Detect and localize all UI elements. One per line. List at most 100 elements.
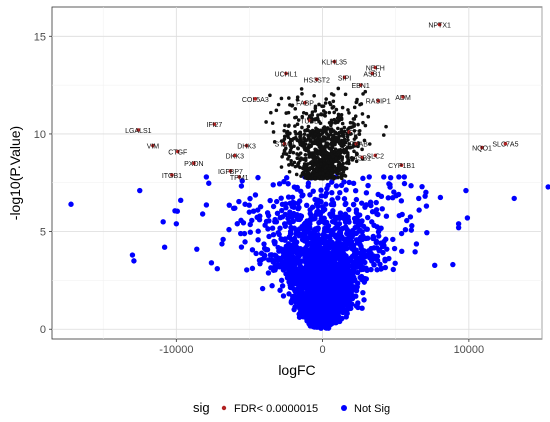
sig-point (299, 174, 303, 178)
not-sig-point (292, 242, 299, 248)
sig-point (363, 89, 368, 94)
not-sig-point (288, 224, 294, 231)
sig-point (298, 142, 303, 147)
sig-point (317, 102, 321, 107)
not-sig-point (327, 256, 333, 263)
gene-label: CTGF (168, 150, 187, 157)
sig-point (283, 123, 287, 128)
not-sig-point (203, 202, 210, 208)
sig-point (192, 161, 196, 166)
sig-point (320, 145, 325, 150)
not-sig-point (323, 190, 330, 197)
not-sig-point (545, 184, 550, 190)
sig-point (299, 138, 303, 142)
not-sig-point (129, 252, 136, 258)
sig-point (323, 166, 327, 170)
not-sig-points (68, 174, 550, 331)
sig-point (313, 176, 317, 180)
not-sig-point (287, 200, 293, 206)
not-sig-point (346, 206, 352, 213)
sig-point (288, 103, 292, 107)
not-sig-point (322, 298, 329, 304)
not-sig-point (353, 293, 359, 299)
sig-point (313, 150, 317, 154)
not-sig-point (331, 315, 338, 321)
x-tick-label: -10000 (159, 344, 193, 356)
not-sig-point (329, 179, 335, 185)
sig-point (322, 125, 327, 129)
not-sig-point (312, 196, 318, 203)
not-sig-point (237, 230, 244, 237)
not-sig-point (325, 288, 332, 295)
not-sig-point (346, 179, 352, 186)
sig-point (292, 144, 296, 149)
not-sig-point (256, 257, 263, 264)
gene-label: SLC7A5 (492, 142, 518, 149)
sig-point (279, 165, 284, 169)
sig-point (276, 102, 281, 107)
sig-point (370, 71, 375, 76)
not-sig-point (463, 187, 469, 194)
y-tick-label: 10 (34, 129, 46, 141)
sig-point (343, 174, 348, 178)
sig-point (347, 142, 351, 146)
not-sig-point (378, 193, 385, 200)
sig-point (315, 138, 320, 142)
not-sig-point (253, 250, 259, 257)
not-sig-point (271, 258, 278, 264)
sig-point (316, 113, 320, 117)
not-sig-point (352, 260, 358, 266)
sig-point (287, 154, 291, 159)
sig-point (295, 95, 300, 99)
not-sig-point (333, 183, 340, 189)
not-sig-point (342, 298, 348, 304)
not-sig-point (194, 246, 200, 252)
sig-point (288, 140, 292, 145)
sig-point (352, 137, 357, 141)
not-sig-point (399, 248, 405, 255)
sig-point (324, 97, 328, 101)
sig-point (346, 138, 350, 142)
sig-point (303, 168, 307, 173)
sig-point (329, 123, 333, 128)
sig-point (330, 106, 335, 110)
not-sig-point (219, 241, 225, 247)
not-sig-point (339, 254, 346, 261)
not-sig-point (362, 275, 368, 282)
not-sig-point (343, 246, 350, 252)
gene-label: RASIP1 (366, 99, 391, 106)
not-sig-point (321, 289, 327, 296)
not-sig-point (283, 251, 289, 258)
sig-point (136, 128, 141, 132)
not-sig-point (362, 204, 368, 210)
not-sig-point (353, 230, 359, 237)
not-sig-point (291, 204, 297, 210)
not-sig-point (382, 264, 389, 271)
sig-point (317, 171, 322, 176)
sig-point (305, 165, 309, 170)
sig-point (341, 143, 346, 147)
not-sig-point (346, 219, 352, 225)
not-sig-point (307, 207, 313, 213)
sig-point (384, 124, 388, 129)
not-sig-point (311, 291, 317, 297)
not-sig-point (296, 311, 302, 317)
sig-point (320, 104, 324, 108)
not-sig-point (199, 211, 206, 217)
sig-point (503, 141, 508, 146)
sig-point (328, 132, 333, 137)
gene-label: COL5A3 (242, 97, 269, 104)
gene-label: CYP1B1 (388, 163, 415, 170)
not-sig-point (304, 242, 311, 248)
sig-point (329, 170, 334, 175)
not-sig-point (270, 182, 276, 188)
sig-point (325, 173, 329, 178)
sig-point (297, 131, 301, 136)
not-sig-point (399, 211, 405, 218)
not-sig-point (257, 204, 264, 210)
not-sig-point (312, 215, 318, 222)
not-sig-point (412, 249, 418, 255)
sig-point (303, 100, 307, 105)
not-sig-point (396, 174, 402, 180)
not-sig-point (301, 227, 307, 233)
